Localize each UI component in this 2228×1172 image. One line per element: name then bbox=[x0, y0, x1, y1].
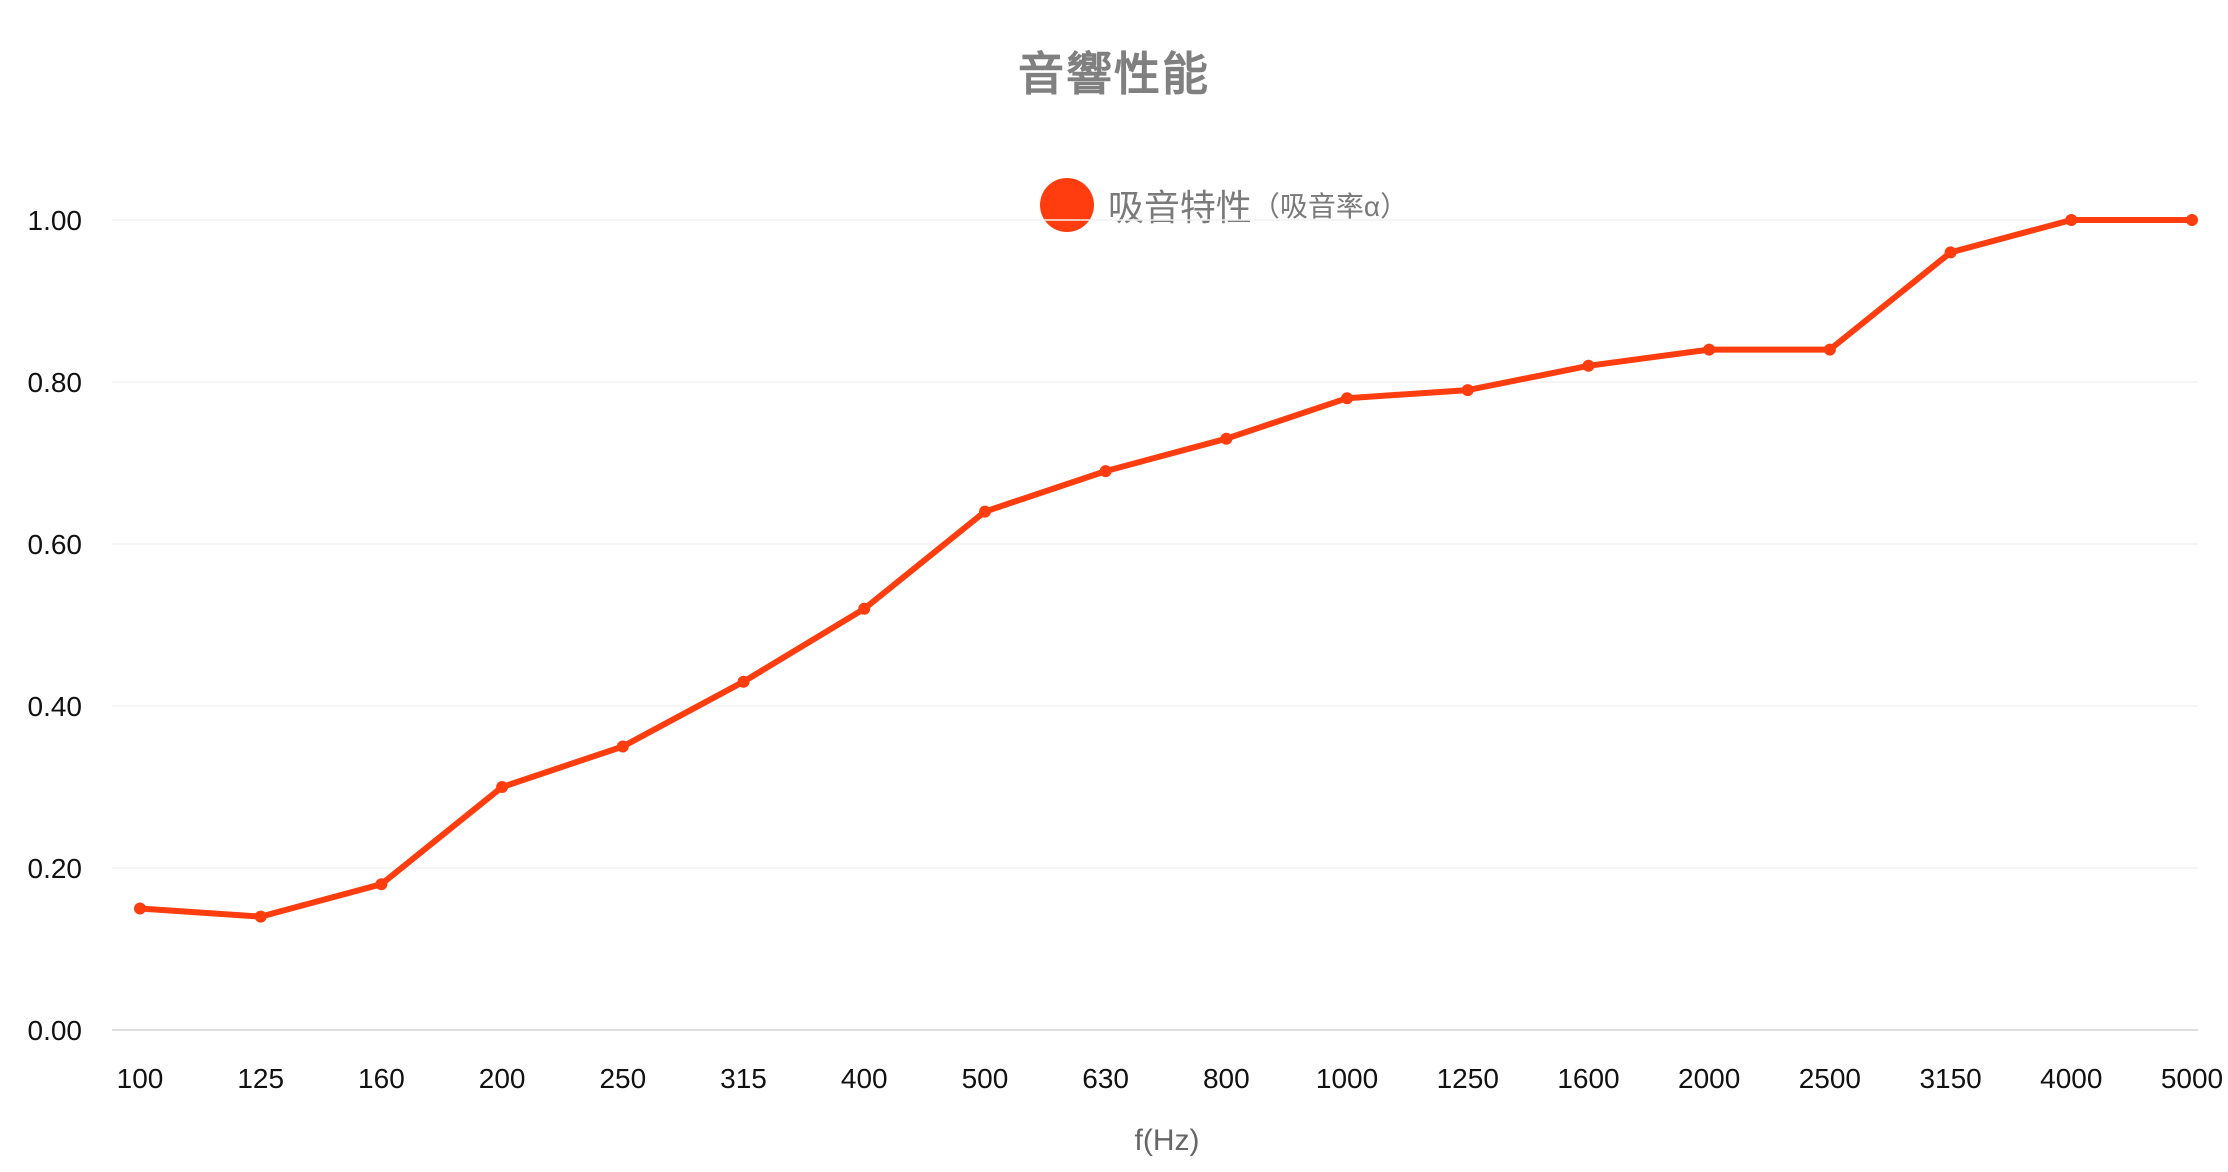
x-tick-label: 5000 bbox=[2161, 1063, 2223, 1094]
x-axis-ticks: 100 125 160 200 250 315 400 500 630 800 1000 1250 16… bbox=[117, 1063, 2224, 1094]
data-point[interactable] bbox=[254, 910, 267, 923]
data-point[interactable] bbox=[1582, 359, 1595, 372]
x-tick-label: 400 bbox=[841, 1063, 888, 1094]
data-point[interactable] bbox=[1944, 246, 1957, 259]
data-point[interactable] bbox=[375, 878, 388, 891]
data-point[interactable] bbox=[1099, 465, 1112, 478]
y-tick-label: 0.00 bbox=[28, 1015, 83, 1046]
y-tick-label: 0.40 bbox=[28, 691, 83, 722]
x-tick-label: 3150 bbox=[1919, 1063, 1981, 1094]
x-tick-label: 800 bbox=[1203, 1063, 1250, 1094]
data-point[interactable] bbox=[737, 675, 750, 688]
y-tick-label: 0.80 bbox=[28, 367, 83, 398]
data-point[interactable] bbox=[1823, 343, 1836, 356]
x-tick-label: 630 bbox=[1082, 1063, 1129, 1094]
legend-swatch-icon bbox=[1039, 178, 1094, 232]
data-point[interactable] bbox=[1341, 392, 1354, 405]
x-tick-label: 1000 bbox=[1316, 1063, 1378, 1094]
y-tick-label: 0.20 bbox=[28, 853, 83, 884]
legend-label-suffix: （吸音率α） bbox=[1251, 191, 1409, 222]
data-point[interactable] bbox=[1703, 343, 1716, 356]
y-axis-ticks: 0.00 0.20 0.40 0.60 0.80 1.00 bbox=[28, 205, 83, 1046]
data-point[interactable] bbox=[616, 740, 629, 753]
series bbox=[134, 214, 2198, 923]
legend-label: 吸音特性 bbox=[1107, 187, 1252, 228]
series-line bbox=[137, 217, 2195, 920]
x-tick-label: 125 bbox=[237, 1063, 284, 1094]
x-tick-label: 1600 bbox=[1557, 1063, 1619, 1094]
x-axis-label: f(Hz) bbox=[1135, 1124, 1200, 1157]
x-tick-label: 160 bbox=[358, 1063, 405, 1094]
y-tick-label: 1.00 bbox=[28, 205, 83, 236]
x-tick-label: 200 bbox=[479, 1063, 526, 1094]
grid bbox=[112, 219, 2198, 1031]
y-tick-label: 0.60 bbox=[28, 529, 83, 560]
legend[interactable]: 吸音特性 （吸音率α） bbox=[110, 178, 2228, 232]
data-point[interactable] bbox=[978, 505, 991, 518]
x-tick-label: 2000 bbox=[1678, 1063, 1740, 1094]
data-point[interactable] bbox=[1461, 384, 1474, 397]
x-tick-label: 2500 bbox=[1799, 1063, 1861, 1094]
data-point[interactable] bbox=[1220, 432, 1233, 445]
data-point[interactable] bbox=[858, 602, 871, 615]
x-tick-label: 315 bbox=[720, 1063, 767, 1094]
x-tick-label: 1250 bbox=[1437, 1063, 1499, 1094]
x-tick-label: 500 bbox=[962, 1063, 1009, 1094]
x-tick-label: 100 bbox=[117, 1063, 164, 1094]
data-point[interactable] bbox=[134, 902, 146, 915]
data-point[interactable] bbox=[496, 781, 509, 793]
x-tick-label: 4000 bbox=[2040, 1063, 2102, 1094]
x-tick-label: 250 bbox=[599, 1063, 646, 1094]
data-point[interactable] bbox=[2065, 214, 2078, 226]
data-point[interactable] bbox=[2186, 214, 2198, 226]
chart-title: 音響性能 bbox=[1018, 48, 1210, 100]
